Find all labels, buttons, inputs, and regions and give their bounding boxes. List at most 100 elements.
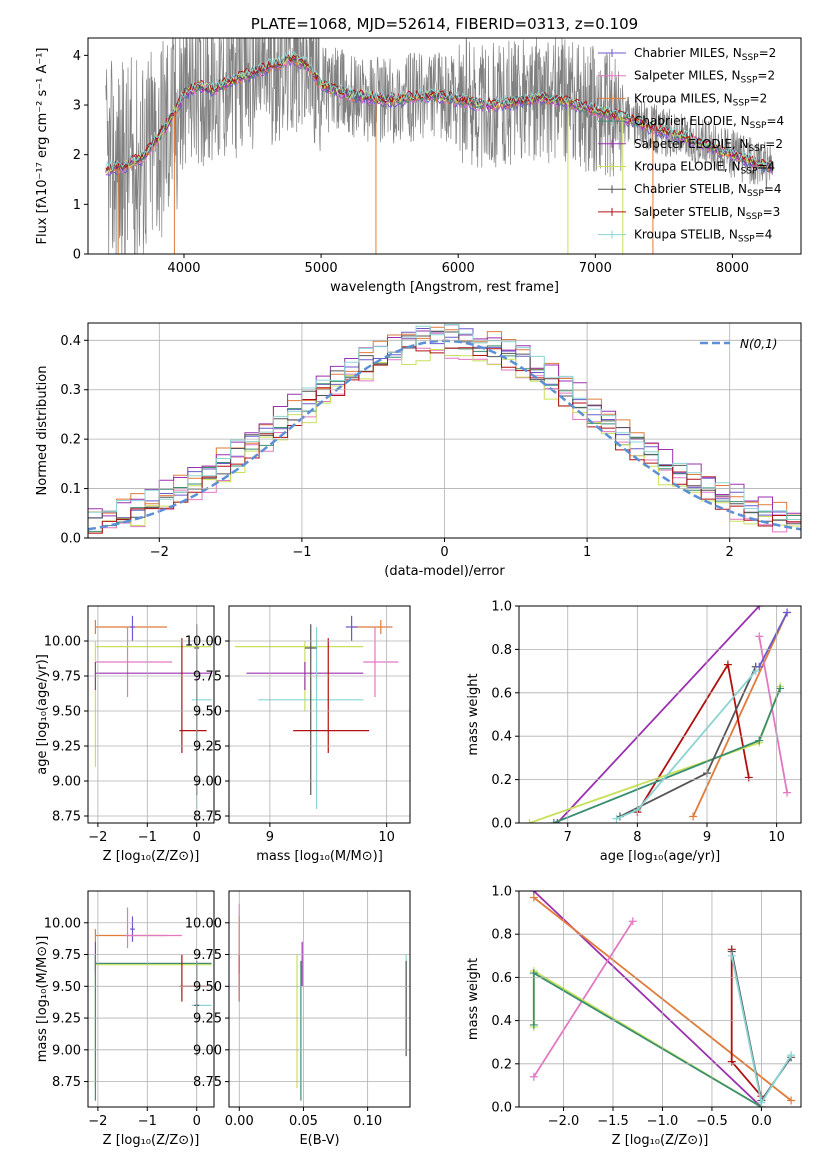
y-tick-label: 9.00 bbox=[193, 1043, 222, 1058]
model-spectrum-line bbox=[105, 52, 773, 172]
weight-point bbox=[787, 1096, 796, 1105]
y-axis-label: age [log₁₀(age/yr)] bbox=[35, 654, 50, 775]
x-axis-label: Z [log₁₀(Z/Z⊙)] bbox=[103, 1133, 200, 1148]
weight-point bbox=[553, 819, 562, 823]
legend-label: N(0,1) bbox=[740, 337, 777, 351]
y-tick-label: 8.75 bbox=[52, 1075, 81, 1090]
x-tick-label: 4000 bbox=[167, 261, 200, 276]
legend-label: Chabrier MILES, NSSP=2 bbox=[634, 46, 776, 63]
y-tick-label: 8.75 bbox=[52, 810, 81, 825]
y-tick-label: 9.75 bbox=[52, 670, 81, 685]
weight-point bbox=[525, 819, 534, 823]
x-tick-label: 0 bbox=[440, 545, 448, 560]
y-tick-label: 8.75 bbox=[193, 1075, 222, 1090]
y-tick-label: 9.00 bbox=[52, 1043, 81, 1058]
weight-point bbox=[689, 812, 698, 821]
legend-label: Salpeter ELODIE, NSSP=2 bbox=[634, 137, 783, 154]
y-tick-label: 9.00 bbox=[52, 775, 81, 790]
legend-label: Chabrier ELODIE, NSSP=4 bbox=[634, 114, 784, 131]
y-tick-label: 0.4 bbox=[60, 334, 81, 349]
weight-line bbox=[758, 612, 788, 668]
x-tick-label: −1.0 bbox=[647, 1114, 679, 1129]
x-axis-label: (data-model)/error bbox=[384, 564, 505, 579]
y-tick-label: 0.4 bbox=[491, 730, 512, 745]
legend-label: Kroupa MILES, NSSP=2 bbox=[634, 91, 767, 108]
plot-frame bbox=[518, 890, 802, 1108]
x-tick-label: 9 bbox=[703, 830, 711, 845]
y-tick-label: 9.25 bbox=[193, 740, 222, 755]
plot-area bbox=[525, 606, 792, 823]
chart-title: PLATE=1068, MJD=52614, FIBERID=0313, z=0… bbox=[251, 15, 638, 33]
y-tick-label: 0.3 bbox=[60, 383, 81, 398]
chart-weight-vs-z: −2.0 −1.5 −1.0 −0.5 0.0 0.0 0.2 0.4 0.6 0.8 1.0 Z [… bbox=[466, 885, 802, 1148]
chart-mass-vs-ebv: 0.00 0.05 0.10 8.75 9.00 9.25 9.50 9.75 10.00 E(B… bbox=[185, 890, 411, 1148]
legend: Chabrier MILES, NSSP=2 Salpeter MILES, NS… bbox=[598, 46, 784, 245]
weight-point bbox=[751, 667, 760, 676]
x-tick-label: 8000 bbox=[716, 261, 749, 276]
y-tick-label: 9.25 bbox=[52, 1012, 81, 1027]
x-tick-label: 1 bbox=[583, 545, 591, 560]
weight-point bbox=[787, 1051, 796, 1060]
weight-point bbox=[628, 917, 637, 926]
x-tick-label: 9 bbox=[266, 830, 274, 845]
y-tick-label: 9.50 bbox=[193, 705, 222, 720]
weight-point bbox=[529, 893, 538, 902]
y-tick-label: 1 bbox=[73, 198, 81, 213]
y-tick-label: 9.75 bbox=[193, 670, 222, 685]
y-axis-label: Normed distribution bbox=[35, 366, 50, 496]
weight-line bbox=[529, 685, 781, 823]
weight-point bbox=[755, 662, 764, 671]
x-tick-label: 0.05 bbox=[289, 1114, 318, 1129]
y-tick-label: 0.4 bbox=[491, 1014, 512, 1029]
legend-label: Salpeter STELIB, NSSP=3 bbox=[634, 205, 780, 222]
weight-point bbox=[783, 788, 792, 797]
weight-point bbox=[727, 1057, 736, 1066]
y-tick-label: 0 bbox=[73, 248, 81, 263]
y-axis-label: Flux [fλ10⁻¹⁷ erg cm⁻² s⁻¹ A⁻¹] bbox=[35, 48, 50, 245]
weight-point bbox=[723, 660, 732, 669]
x-tick-label: −1 bbox=[138, 830, 157, 845]
y-tick-label: 2 bbox=[73, 148, 81, 163]
y-tick-label: 9.50 bbox=[52, 980, 81, 995]
plot-area bbox=[105, 38, 774, 254]
legend-label: Kroupa ELODIE, NSSP=4 bbox=[634, 160, 775, 177]
x-tick-label: 2 bbox=[726, 545, 734, 560]
weight-point bbox=[783, 608, 792, 617]
weight-point bbox=[776, 684, 785, 693]
weight-line bbox=[758, 636, 788, 793]
weight-line bbox=[692, 612, 788, 817]
weight-line bbox=[556, 606, 760, 823]
y-tick-label: 10.00 bbox=[185, 916, 222, 931]
x-tick-label: 0 bbox=[193, 830, 201, 845]
y-tick-label: 0.1 bbox=[60, 482, 81, 497]
y-tick-label: 1.0 bbox=[491, 885, 512, 900]
y-tick-label: 8.75 bbox=[193, 810, 222, 825]
x-tick-label: 0.00 bbox=[225, 1114, 254, 1129]
weight-point bbox=[755, 736, 764, 745]
chart-age-vs-z: −2 −1 0 8.75 9.00 9.25 9.50 9.75 10.00 Z [log₁₀(Z… bbox=[35, 605, 215, 864]
plot-area bbox=[94, 907, 212, 1101]
x-tick-label: 10 bbox=[378, 830, 395, 845]
legend-label: Salpeter MILES, NSSP=2 bbox=[634, 69, 775, 86]
x-axis-label: Z [log₁₀(Z/Z⊙)] bbox=[103, 849, 200, 864]
weight-point bbox=[529, 969, 538, 978]
chart-weight-vs-age: 7 8 9 10 0.0 0.2 0.4 0.6 0.8 1.0 age [log₁₀(age/yr… bbox=[466, 600, 802, 864]
x-tick-label: 7 bbox=[564, 830, 572, 845]
plot-frame bbox=[87, 37, 802, 255]
plot-frame bbox=[87, 605, 215, 824]
x-tick-label: 7000 bbox=[579, 261, 612, 276]
plot-frame bbox=[87, 890, 215, 1108]
x-tick-label: 5000 bbox=[305, 261, 338, 276]
weight-point bbox=[529, 1020, 538, 1029]
legend-label: Chabrier STELIB, NSSP=4 bbox=[634, 182, 782, 199]
x-tick-label: −0.5 bbox=[696, 1114, 728, 1129]
y-tick-label: 9.75 bbox=[52, 948, 81, 963]
x-tick-label: 8 bbox=[633, 830, 641, 845]
chart-residuals: −2 −1 0 1 2 0.0 0.1 0.2 0.3 0.4 (data-model)/error… bbox=[35, 322, 802, 579]
model-spectrum-line bbox=[105, 50, 773, 171]
y-tick-label: 0.2 bbox=[491, 1057, 512, 1072]
x-tick-label: 10 bbox=[768, 830, 785, 845]
y-tick-label: 10.00 bbox=[185, 635, 222, 650]
y-tick-label: 0.2 bbox=[60, 433, 81, 448]
